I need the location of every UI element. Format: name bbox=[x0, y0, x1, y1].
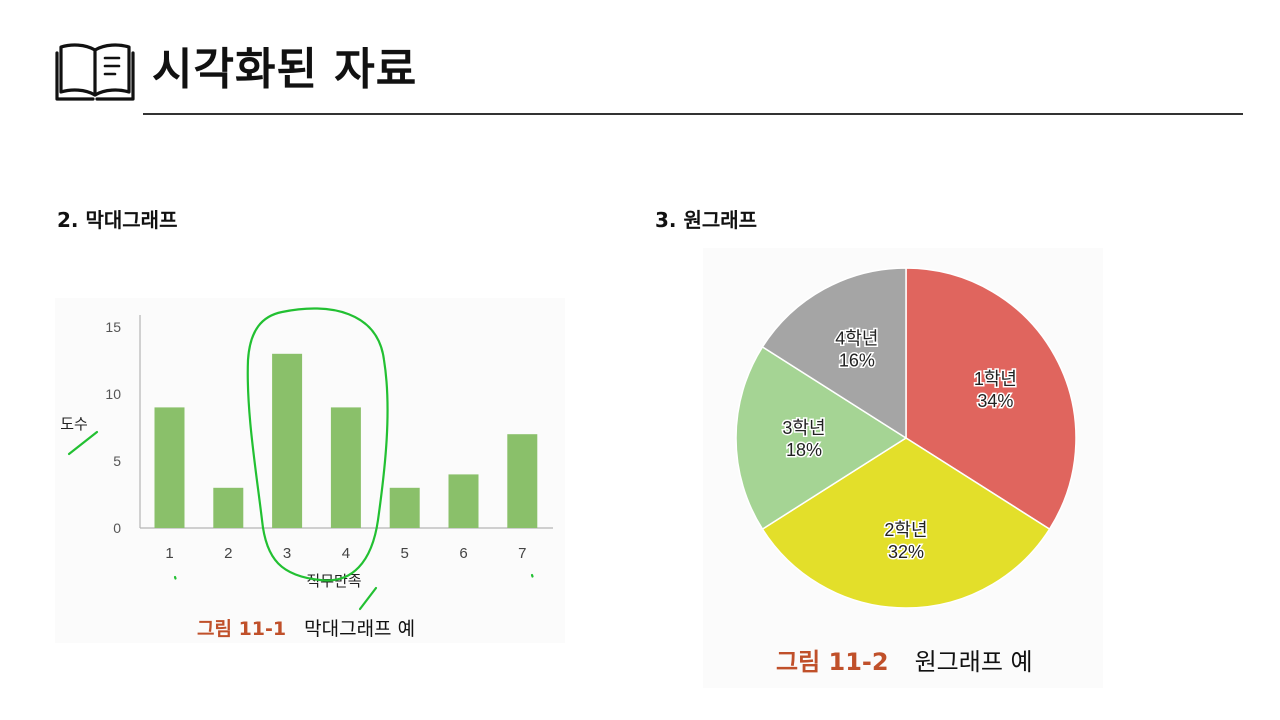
bar-chart-xtick: 4 bbox=[342, 545, 350, 562]
pie-slice-label: 1학년 bbox=[974, 369, 1017, 389]
annotation-dot-left bbox=[173, 575, 177, 580]
bar-chart-xtick: 7 bbox=[518, 545, 526, 562]
bar-1 bbox=[154, 407, 185, 528]
pie-chart-slices bbox=[735, 267, 1077, 609]
bar-chart-xtick: 5 bbox=[401, 545, 409, 562]
pie-figure-caption: 그림 11-2 원그래프 예 bbox=[776, 642, 1033, 677]
bar-chart-xtick: 6 bbox=[459, 545, 467, 562]
bar-chart-ytick: 15 bbox=[105, 319, 121, 335]
bar-3 bbox=[272, 353, 303, 528]
pie-slice-3 bbox=[735, 345, 908, 531]
bar-chart-ytick: 10 bbox=[105, 386, 121, 402]
pie-figure-text: 원그래프 예 bbox=[914, 648, 1033, 676]
pie-figure-number: 그림 11-2 bbox=[776, 648, 889, 676]
pie-section-heading: 3. 원그래프 bbox=[655, 208, 758, 232]
annotation-dot-right bbox=[530, 573, 534, 578]
bar-6 bbox=[448, 474, 479, 528]
pie-slice-percent: 32% bbox=[888, 542, 924, 562]
pie-slice-percent: 18% bbox=[786, 440, 822, 460]
bar-4 bbox=[330, 407, 361, 528]
bar-chart-xtick: 3 bbox=[283, 545, 291, 562]
bar-chart-ticks: 0 5 10 15 1 2 3 4 5 6 7 bbox=[105, 319, 526, 562]
bar-chart-ytick: 5 bbox=[113, 453, 121, 469]
open-book-icon bbox=[55, 43, 135, 101]
bar-section-heading: 2. 막대그래프 bbox=[57, 208, 178, 232]
page-title: 시각화된 자료 bbox=[152, 44, 418, 95]
bar-figure-caption: 그림 11-1 막대그래프 예 bbox=[197, 614, 415, 641]
bar-7 bbox=[507, 434, 538, 528]
pie-slice-label: 3학년 bbox=[782, 418, 825, 438]
bar-chart-bars bbox=[154, 353, 538, 528]
bar-chart-xlabel: 직무만족 bbox=[306, 573, 361, 590]
pie-slice-4 bbox=[761, 267, 907, 440]
bar-chart-ytick: 0 bbox=[113, 520, 121, 536]
annotation-circle bbox=[246, 307, 389, 582]
handwritten-annotations bbox=[67, 307, 534, 611]
annotation-slash-ylabel bbox=[67, 430, 99, 456]
bar-figure-text: 막대그래프 예 bbox=[304, 618, 416, 640]
pie-slice-percent: 16% bbox=[839, 351, 875, 371]
bar-figure-number: 그림 11-1 bbox=[197, 618, 287, 640]
bar-5 bbox=[389, 487, 420, 528]
pie-slice-percent: 34% bbox=[977, 391, 1013, 411]
bar-chart-xtick: 2 bbox=[224, 545, 232, 562]
pie-slice-label: 2학년 bbox=[884, 520, 927, 540]
annotation-slash-xlabel bbox=[358, 586, 378, 611]
bar-chart-xtick: 1 bbox=[165, 545, 173, 562]
bar-2 bbox=[213, 487, 244, 528]
pie-slice-1 bbox=[905, 267, 1077, 531]
bar-chart-ylabel: 도수 bbox=[60, 416, 88, 433]
title-divider bbox=[143, 113, 1243, 115]
pie-slice-label: 4학년 bbox=[835, 329, 878, 349]
pie-slice-2 bbox=[761, 437, 1051, 609]
